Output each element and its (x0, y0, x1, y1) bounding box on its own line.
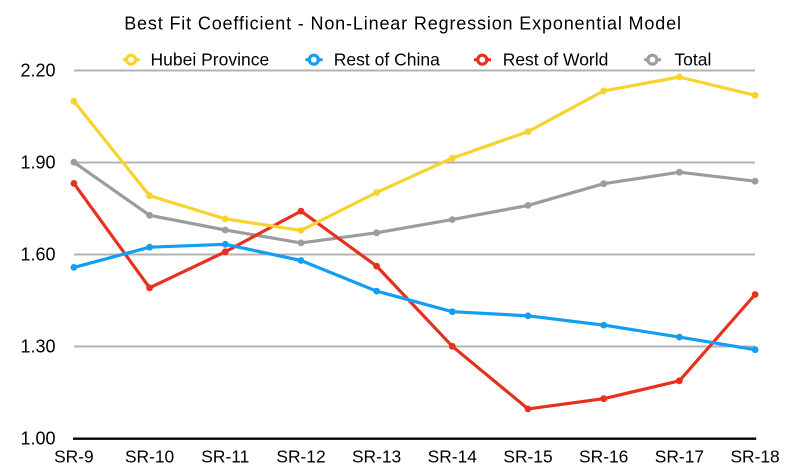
svg-text:SR-13: SR-13 (352, 446, 401, 466)
svg-text:Hubei Province: Hubei Province (151, 50, 270, 70)
svg-text:1.90: 1.90 (20, 153, 55, 173)
svg-text:SR-18: SR-18 (730, 446, 779, 466)
svg-text:2.20: 2.20 (20, 61, 55, 81)
svg-text:SR-15: SR-15 (503, 446, 552, 466)
svg-text:Best Fit Coefficient - Non-Lin: Best Fit Coefficient - Non-Linear Regres… (124, 13, 682, 33)
svg-text:Total: Total (674, 50, 711, 70)
svg-text:1.60: 1.60 (20, 245, 55, 265)
svg-text:SR-11: SR-11 (201, 446, 249, 466)
svg-text:Rest of China: Rest of China (334, 50, 440, 70)
svg-text:1.00: 1.00 (20, 429, 55, 449)
svg-text:SR-9: SR-9 (54, 446, 94, 466)
svg-text:SR-12: SR-12 (276, 446, 325, 466)
svg-text:SR-10: SR-10 (125, 446, 174, 466)
svg-text:SR-14: SR-14 (428, 446, 478, 466)
svg-text:1.30: 1.30 (20, 337, 55, 357)
svg-text:SR-16: SR-16 (579, 446, 628, 466)
svg-text:SR-17: SR-17 (655, 446, 704, 466)
svg-text:Rest of World: Rest of World (503, 50, 609, 70)
